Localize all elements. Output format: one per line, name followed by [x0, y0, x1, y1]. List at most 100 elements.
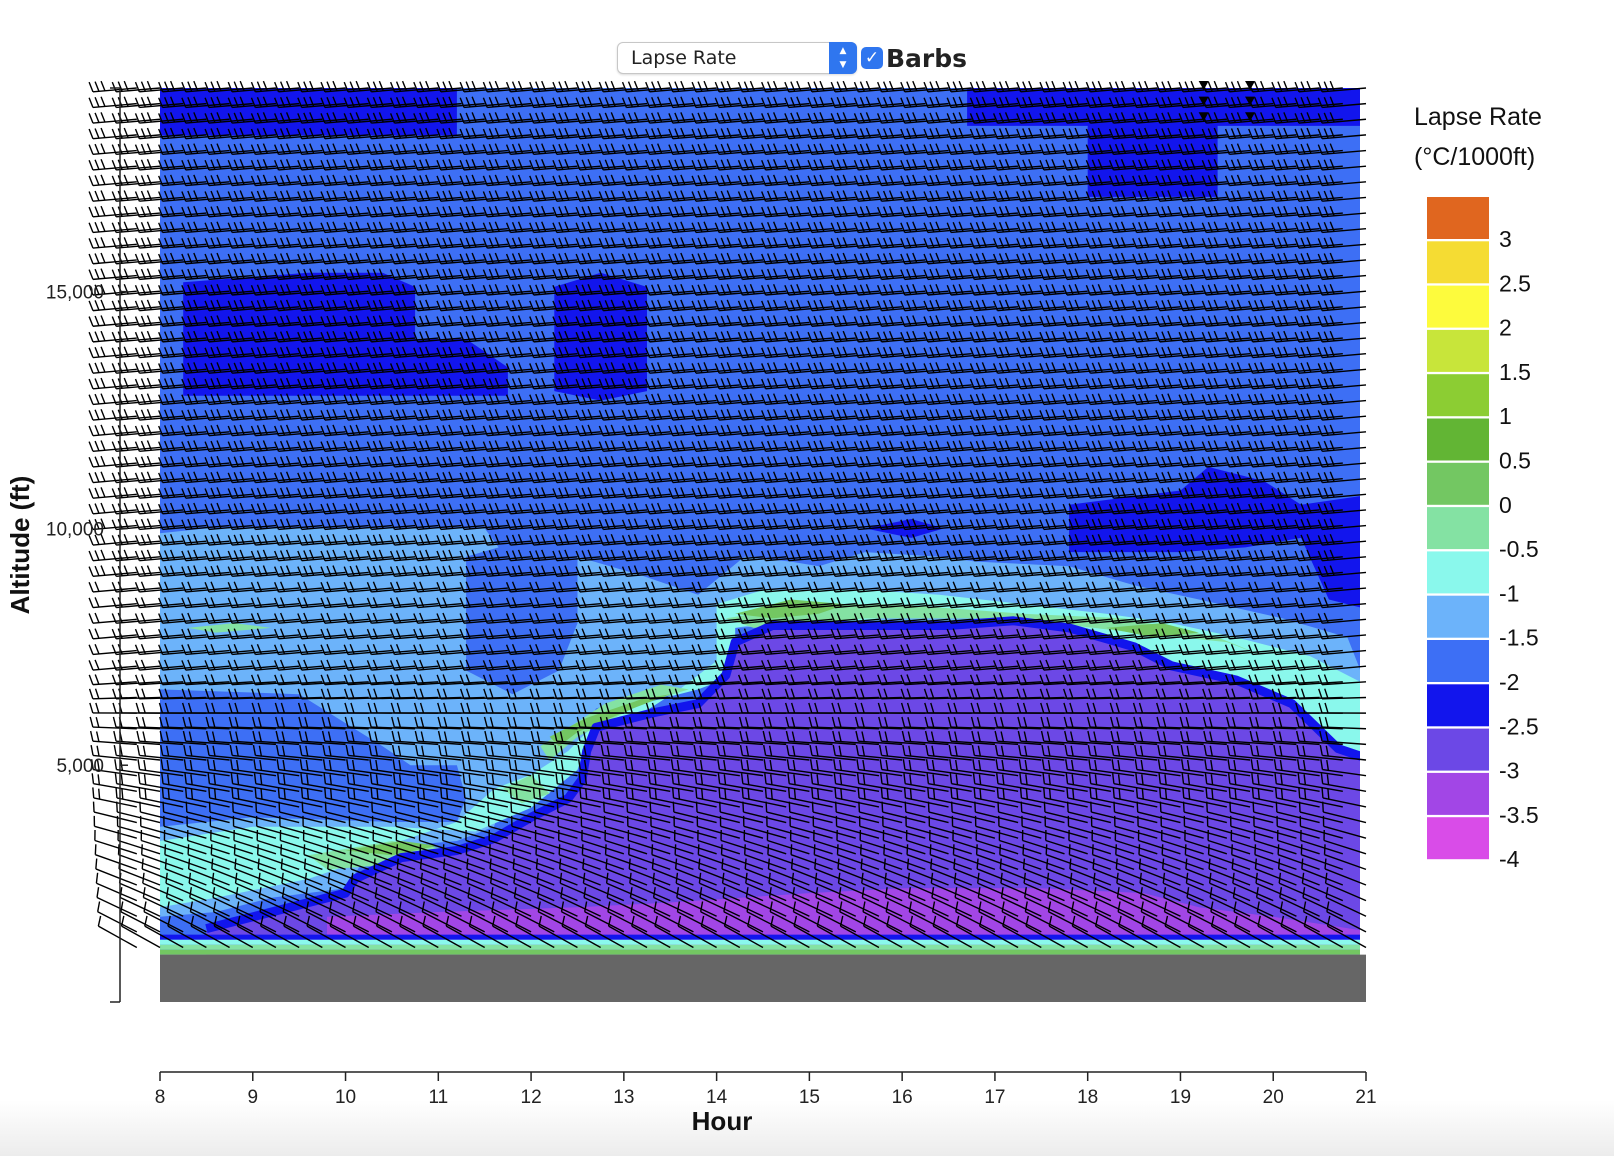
x-tick-label: 17: [984, 1087, 1005, 1108]
x-tick-label: 9: [247, 1087, 258, 1108]
wind-barb-737: [393, 787, 439, 808]
wind-barb-452: [280, 858, 323, 886]
wind-barb-786: [421, 887, 462, 917]
wind-barb-644: [343, 502, 392, 515]
contour-region-5: [1069, 466, 1360, 608]
wind-barb-234: [184, 773, 230, 792]
wind-barb-462: [275, 716, 323, 730]
wind-barb-677: [372, 844, 416, 871]
wind-barb-628: [345, 744, 392, 761]
wind-barb-346: [230, 773, 277, 792]
y-axis-title: Altitude (ft): [5, 476, 35, 615]
wind-barb-402: [253, 773, 300, 792]
legend-tick-label: -3: [1499, 758, 1519, 784]
contour-region-19: [206, 623, 1360, 955]
wind-barb-224: [190, 915, 230, 949]
wind-barb-535: [297, 455, 346, 468]
wind-barb-449: [282, 901, 323, 933]
wind-barb-403: [253, 759, 300, 777]
legend-swatch: [1427, 551, 1489, 594]
wind-barb-792: [417, 801, 462, 824]
wind-barb-512: [301, 801, 346, 824]
wind-barb-13: [89, 730, 137, 746]
wind-barb-728: [399, 915, 439, 949]
legend-tick-label: -1.5: [1499, 625, 1539, 651]
wind-barb-112: [144, 915, 184, 949]
wind-barb-514: [300, 773, 346, 792]
wind-barb-174: [163, 830, 207, 855]
variable-select[interactable]: Lapse Rate ▲ ▼: [617, 42, 857, 74]
select-stepper-icon[interactable]: ▲ ▼: [829, 42, 857, 74]
legend-tick-label: -0.5: [1499, 536, 1539, 562]
wind-barb-455: [279, 815, 323, 839]
wind-barb-337: [236, 901, 277, 933]
wind-barb-789: [419, 844, 462, 871]
wind-barb-679: [371, 815, 416, 839]
legend-swatch: [1427, 418, 1489, 461]
wind-barb-448: [283, 915, 323, 949]
wind-barb-730: [397, 887, 439, 917]
x-tick-label: 13: [613, 1087, 634, 1108]
contour-region-15: [345, 841, 439, 856]
wind-barb-678: [372, 830, 416, 855]
contour-region-17: [735, 599, 847, 619]
wind-barb-682: [369, 773, 416, 792]
wind-barb-847: [441, 815, 485, 839]
wind-barb-681: [370, 787, 416, 808]
wind-barb-339: [234, 872, 277, 902]
chevron-down-icon: ▼: [839, 60, 847, 70]
wind-barb-735: [395, 815, 439, 839]
wind-barb-2: [96, 887, 138, 917]
chart-controls: Lapse Rate ▲ ▼ ✓ Barbs: [617, 40, 967, 76]
wind-barb-844: [443, 858, 485, 886]
wind-barb-169: [166, 901, 207, 933]
wind-barb-762: [389, 409, 439, 421]
wind-barb-399: [255, 815, 300, 839]
wind-barb-785: [421, 901, 462, 933]
wind-barb-624: [347, 801, 393, 824]
wind-barb-845: [442, 844, 485, 871]
wind-barb-623: [348, 815, 393, 839]
wind-barb-238: [182, 716, 230, 730]
wind-barb-569: [324, 787, 369, 808]
surface-band-0: [160, 949, 1360, 955]
wind-barb-794: [416, 773, 462, 792]
x-axis: 8 9 10 11 12 13 14 15 16 17 18 19 20 21: [155, 1071, 1377, 1108]
wind-barb-6: [94, 830, 138, 855]
wind-barb-227: [188, 872, 230, 902]
legend-tick-label: -3.5: [1499, 802, 1539, 828]
wind-barb-398: [256, 830, 300, 855]
barbs-label[interactable]: Barbs: [886, 43, 968, 73]
chevron-up-icon: ▲: [839, 46, 847, 56]
wind-barb-508: [303, 858, 346, 886]
wind-barb-518: [298, 716, 346, 730]
wind-barb-560: [329, 915, 370, 949]
wind-barb-61: [117, 844, 161, 871]
y-tick-label: 5,000: [56, 756, 104, 777]
wind-barb-65: [115, 787, 161, 808]
legend-swatch: [1427, 374, 1489, 417]
legend-tick-label: 2: [1499, 315, 1512, 341]
wind-barb-842: [444, 887, 485, 917]
legend-swatch: [1427, 684, 1489, 727]
wind-barb-400: [255, 801, 300, 824]
wind-barb-173: [164, 844, 207, 871]
wind-barb-283: [211, 872, 254, 902]
wind-barb-461: [275, 730, 323, 746]
x-tick-label: 20: [1263, 1087, 1284, 1108]
wind-barb-114: [142, 887, 184, 917]
wind-barb-852: [438, 744, 485, 761]
wind-barb-457: [277, 787, 323, 808]
wind-barb-341: [233, 844, 277, 871]
wind-barb-122: [137, 773, 184, 792]
wind-barb-66: [114, 773, 161, 792]
wind-barb-348: [229, 744, 277, 761]
wind-barb-120: [139, 801, 184, 824]
wind-barb-231: [186, 815, 230, 839]
wind-barb-116: [141, 858, 184, 886]
wind-barb-686: [367, 716, 416, 730]
barbs-checkbox[interactable]: ✓: [861, 47, 883, 69]
wind-barb-899: [466, 872, 509, 902]
wind-barb-740: [391, 744, 439, 761]
colorbar-legend: Lapse Rate (°C/1000ft) 3 2.5 2 1.5 1 0.5 0 -0.5…: [1414, 103, 1542, 872]
